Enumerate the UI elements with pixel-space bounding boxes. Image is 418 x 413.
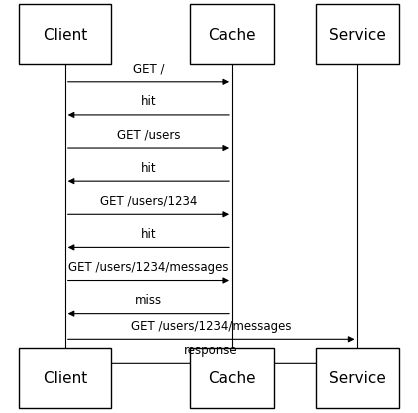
Text: GET /: GET / [133,62,164,75]
FancyBboxPatch shape [19,348,111,408]
Text: hit: hit [140,228,156,240]
FancyBboxPatch shape [316,5,399,65]
Text: hit: hit [140,95,156,108]
Text: response: response [184,343,238,356]
FancyBboxPatch shape [190,5,274,65]
FancyBboxPatch shape [190,348,274,408]
Text: Client: Client [43,370,87,385]
Text: Service: Service [329,370,386,385]
Text: hit: hit [140,161,156,174]
Text: Client: Client [43,28,87,43]
Text: miss: miss [135,294,162,306]
Text: Service: Service [329,28,386,43]
FancyBboxPatch shape [19,5,111,65]
Text: GET /users/1234: GET /users/1234 [100,195,197,207]
Text: Cache: Cache [208,370,256,385]
Text: GET /users: GET /users [117,128,180,141]
Text: GET /users/1234/messages: GET /users/1234/messages [131,319,291,332]
Text: GET /users/1234/messages: GET /users/1234/messages [68,261,229,273]
Text: Cache: Cache [208,28,256,43]
FancyBboxPatch shape [316,348,399,408]
